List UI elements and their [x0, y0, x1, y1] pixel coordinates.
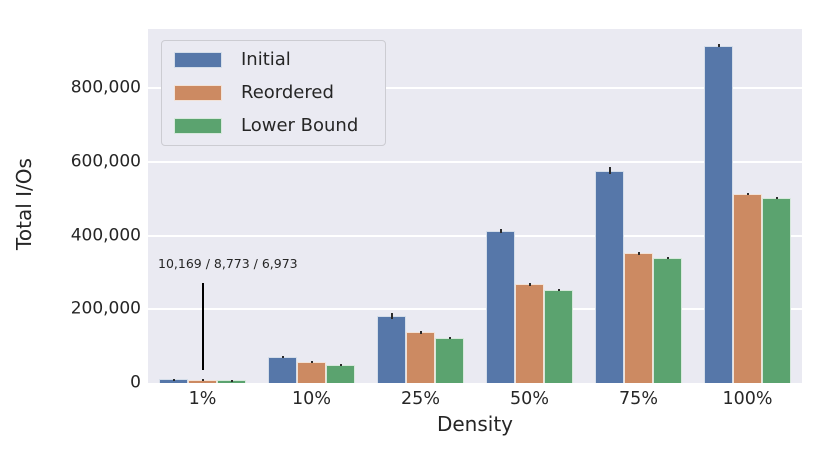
bar-reordered-10%	[297, 361, 326, 383]
x-tick-label-75%: 75%	[619, 389, 658, 409]
gridline	[148, 160, 802, 163]
error-bar	[528, 282, 531, 286]
bar-reordered-50%	[515, 284, 544, 383]
gridline	[148, 87, 802, 89]
annotation-text: 10,169 / 8,773 / 6,973	[158, 256, 298, 271]
error-bar	[339, 363, 342, 366]
error-bar	[390, 313, 393, 320]
error-bar	[608, 166, 611, 175]
error-bar	[201, 379, 204, 382]
gridline	[148, 234, 802, 237]
legend-label: Reordered	[241, 82, 334, 103]
y-tick-label: 800,000	[70, 77, 141, 98]
legend-item-initial: Initial	[174, 51, 373, 69]
y-tick-label: 200,000	[70, 298, 141, 319]
legend-swatch	[174, 118, 222, 134]
legend-swatch	[174, 85, 222, 101]
annotation-pointer-line	[201, 283, 204, 371]
error-bar	[172, 378, 175, 381]
legend-item-reordered: Reordered	[174, 84, 373, 102]
error-bar	[448, 336, 451, 340]
x-tick-label-100%: 100%	[722, 389, 773, 409]
x-tick-label-10%: 10%	[292, 389, 331, 409]
error-bar	[746, 192, 749, 195]
bar-lower-bound-10%	[326, 364, 355, 383]
bar-reordered-25%	[406, 332, 435, 383]
error-bar	[499, 228, 502, 234]
bar-initial-100%	[704, 45, 733, 383]
error-bar	[419, 330, 422, 335]
bar-initial-75%	[595, 170, 624, 383]
bar-initial-50%	[486, 231, 515, 383]
y-tick-label: 0	[130, 372, 141, 393]
bar-initial-10%	[268, 356, 297, 383]
legend: Initial Reordered Lower Bound	[161, 40, 386, 146]
error-bar	[637, 251, 640, 255]
y-tick-label: 600,000	[70, 151, 141, 172]
error-bar	[557, 288, 560, 292]
bar-reordered-100%	[733, 193, 762, 383]
x-axis-title: Density	[436, 412, 514, 436]
bar-lower-bound-100%	[762, 197, 791, 383]
x-tick-label-50%: 50%	[510, 389, 549, 409]
gridline	[148, 308, 802, 311]
legend-item-lower-bound: Lower Bound	[174, 117, 373, 135]
x-tick-label-1%: 1%	[188, 389, 217, 409]
error-bar	[717, 44, 720, 47]
y-axis-title: Total I/Os	[12, 158, 36, 250]
error-bar	[230, 379, 233, 382]
bar-lower-bound-75%	[653, 258, 682, 383]
legend-label: Initial	[241, 49, 291, 70]
legend-swatch	[174, 52, 222, 68]
error-bar	[775, 196, 778, 199]
x-tick-label-25%: 25%	[401, 389, 440, 409]
error-bar	[281, 355, 284, 358]
bar-reordered-75%	[624, 253, 653, 383]
error-bar	[310, 360, 313, 363]
bar-initial-25%	[377, 316, 406, 383]
error-bar	[666, 256, 669, 260]
legend-label: Lower Bound	[241, 115, 359, 136]
y-tick-label: 400,000	[70, 225, 141, 245]
bar-lower-bound-50%	[544, 290, 573, 383]
bar-lower-bound-25%	[435, 338, 464, 383]
plot-area	[148, 29, 802, 383]
